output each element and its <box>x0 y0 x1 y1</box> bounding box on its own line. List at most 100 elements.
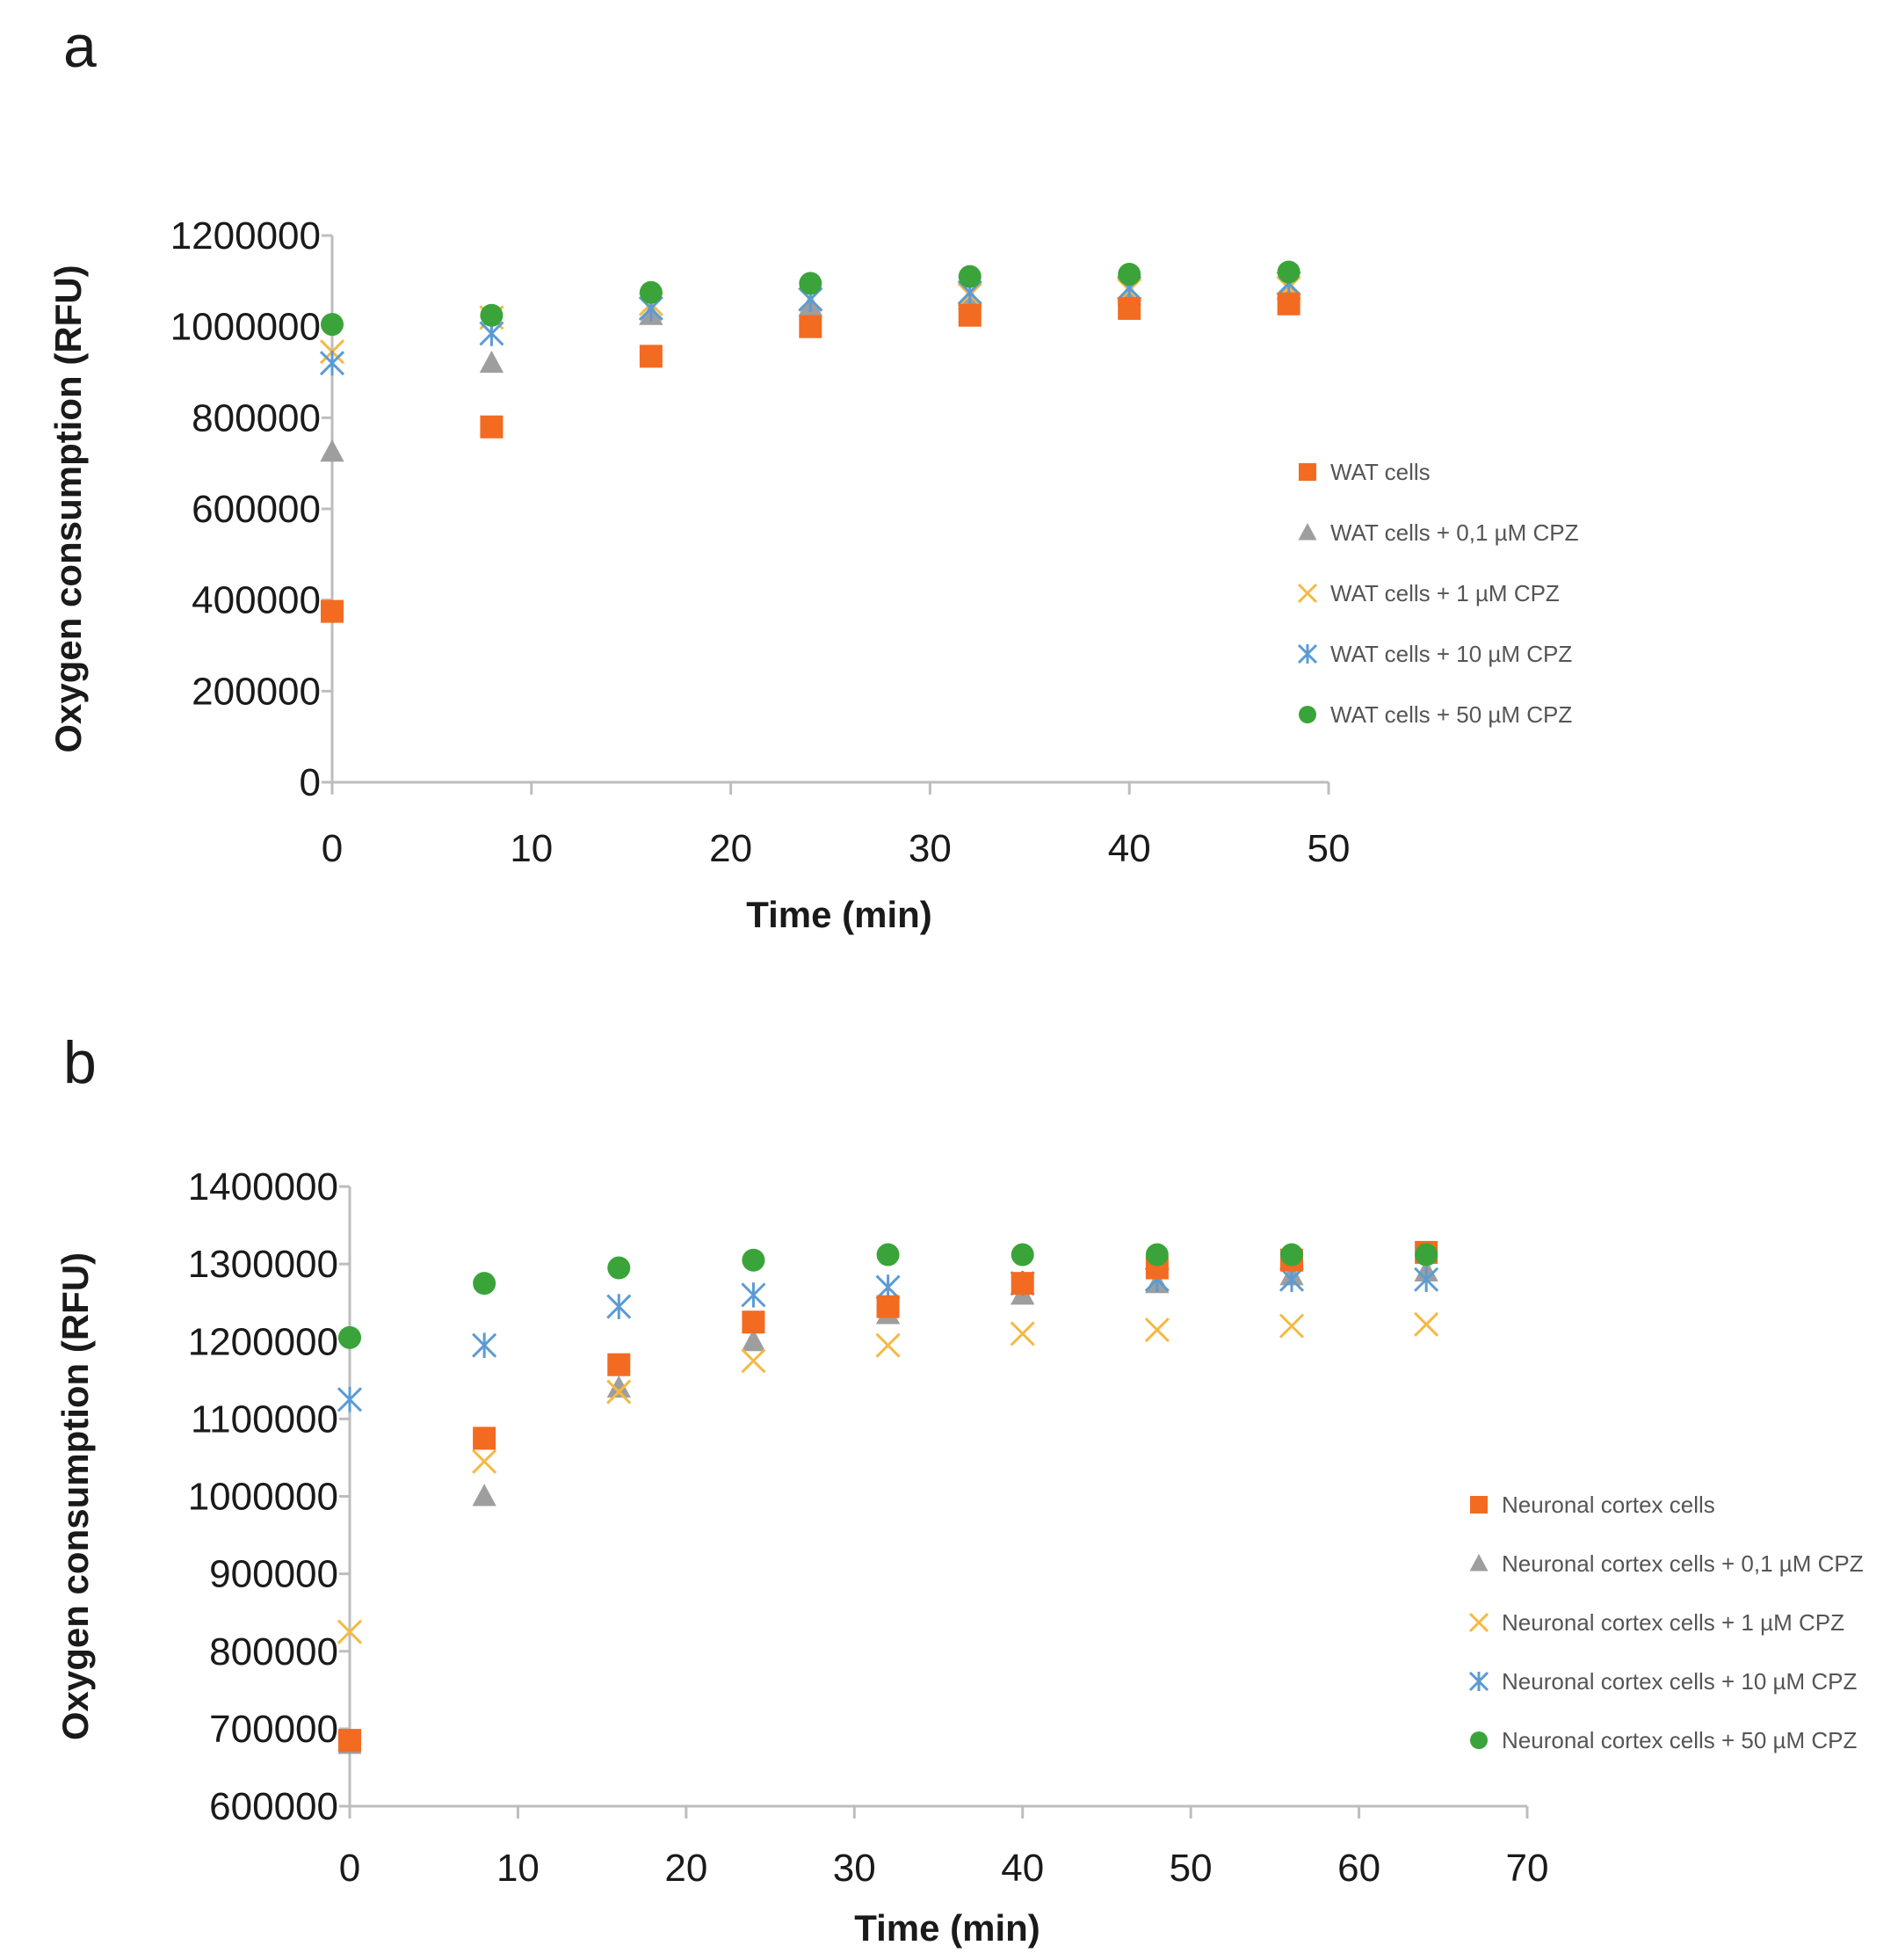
y-tick-label: 1400000 <box>188 1165 338 1209</box>
data-point <box>319 350 345 376</box>
data-point <box>480 303 503 327</box>
y-tick-label: 1000000 <box>188 1476 338 1519</box>
data-point <box>1011 1272 1034 1296</box>
data-point <box>741 1328 766 1352</box>
y-tick-label: 600000 <box>192 488 321 531</box>
panel-letter-a: a <box>63 13 97 80</box>
data-point <box>479 350 504 374</box>
data-point <box>480 415 503 439</box>
x-tick-label: 50 <box>1170 1847 1213 1890</box>
data-point <box>1279 1313 1305 1339</box>
data-point <box>1277 260 1300 284</box>
legend-label: WAT cells + 1 µM CPZ <box>1330 580 1560 606</box>
y-tick-label: 400000 <box>192 579 321 622</box>
y-tick-label: 900000 <box>209 1553 338 1596</box>
legend-marker <box>1468 1612 1489 1633</box>
y-tick-label: 1000000 <box>170 306 321 349</box>
legend-marker <box>1470 1731 1488 1749</box>
data-point <box>876 1295 900 1318</box>
data-point <box>606 1379 632 1405</box>
data-point <box>958 265 982 288</box>
x-tick-label: 0 <box>322 827 343 870</box>
legend-marker <box>1297 583 1318 604</box>
data-point <box>472 1484 496 1506</box>
legend-label: Neuronal cortex cells + 10 µM CPZ <box>1502 1668 1858 1695</box>
data-point <box>607 1256 631 1280</box>
data-point <box>607 1353 631 1376</box>
data-point <box>338 1729 361 1753</box>
data-point <box>472 1332 497 1358</box>
legend-marker <box>1469 1554 1489 1572</box>
data-point <box>875 1332 901 1358</box>
panel-letter-b: b <box>63 1029 97 1096</box>
legend-label: Neuronal cortex cells + 1 µM CPZ <box>1502 1609 1844 1636</box>
x-tick-label: 30 <box>909 827 952 870</box>
data-point <box>473 1426 496 1450</box>
data-point <box>606 1294 632 1319</box>
chart-b: 600000 700000 800000 900000 1000000 1100000 12… <box>54 1165 1864 1949</box>
data-point <box>337 1387 363 1412</box>
y-axis-title: Oxygen consumption (RFU) <box>54 1252 96 1740</box>
legend-label: Neuronal cortex cells + 0,1 µM CPZ <box>1502 1550 1864 1577</box>
data-point <box>1144 1317 1170 1343</box>
x-tick-label: 20 <box>709 827 752 870</box>
data-point <box>472 1448 497 1474</box>
data-point <box>1415 1243 1438 1267</box>
data-point <box>742 1310 765 1334</box>
legend-marker <box>1298 523 1317 541</box>
data-point <box>320 439 344 462</box>
x-tick-label: 10 <box>496 1847 540 1890</box>
legend-marker <box>1470 1496 1488 1514</box>
y-tick-label: 0 <box>300 761 321 804</box>
x-axis-title: Time (min) <box>854 1907 1040 1949</box>
data-point <box>321 313 344 337</box>
y-tick-label: 1200000 <box>188 1320 338 1363</box>
data-point <box>338 1325 361 1349</box>
x-tick-label: 60 <box>1337 1847 1380 1890</box>
x-tick-label: 40 <box>1108 827 1151 870</box>
chart-a: 0 200000 400000 600000 800000 1000000 1200000 0… <box>47 214 1579 935</box>
y-tick-label: 800000 <box>209 1630 338 1673</box>
data-point <box>1280 1243 1303 1267</box>
y-tick-label: 1200000 <box>170 214 321 258</box>
x-tick-label: 70 <box>1506 1847 1549 1890</box>
data-point <box>1118 296 1141 320</box>
x-tick-label: 40 <box>1001 1847 1044 1890</box>
y-tick-label: 800000 <box>192 396 321 439</box>
data-point <box>799 272 822 295</box>
x-tick-label: 30 <box>833 1847 876 1890</box>
legend-label: WAT cells + 0,1 µM CPZ <box>1330 519 1579 546</box>
data-point <box>321 599 344 623</box>
legend-label: WAT cells + 10 µM CPZ <box>1330 641 1572 667</box>
data-point <box>741 1282 766 1308</box>
data-point <box>337 1619 363 1644</box>
legend-label: Neuronal cortex cells + 50 µM CPZ <box>1502 1727 1858 1753</box>
x-tick-label: 20 <box>664 1847 707 1890</box>
data-point <box>1145 1243 1169 1267</box>
data-point <box>639 345 663 368</box>
data-point <box>1010 1321 1035 1347</box>
y-tick-label: 1300000 <box>188 1243 338 1286</box>
y-tick-label: 700000 <box>209 1708 338 1751</box>
x-tick-label: 0 <box>339 1847 360 1890</box>
data-point <box>1414 1267 1439 1293</box>
data-point <box>1011 1243 1034 1267</box>
legend-label: Neuronal cortex cells <box>1502 1492 1715 1518</box>
data-point <box>1414 1311 1439 1337</box>
x-tick-label: 10 <box>510 827 553 870</box>
legend-label: WAT cells + 50 µM CPZ <box>1330 701 1572 728</box>
x-tick-label: 50 <box>1308 827 1351 870</box>
data-point <box>958 303 982 327</box>
legend-marker <box>1468 1671 1489 1692</box>
x-axis-title: Time (min) <box>746 894 932 935</box>
y-tick-label: 1100000 <box>191 1397 338 1441</box>
data-point <box>1277 292 1300 316</box>
data-point <box>473 1272 496 1296</box>
legend-marker <box>1299 706 1316 723</box>
legend-label: WAT cells <box>1330 459 1431 485</box>
legend-marker <box>1297 643 1318 664</box>
data-point <box>606 1375 631 1398</box>
data-point <box>799 315 822 338</box>
legend-marker <box>1299 463 1316 481</box>
